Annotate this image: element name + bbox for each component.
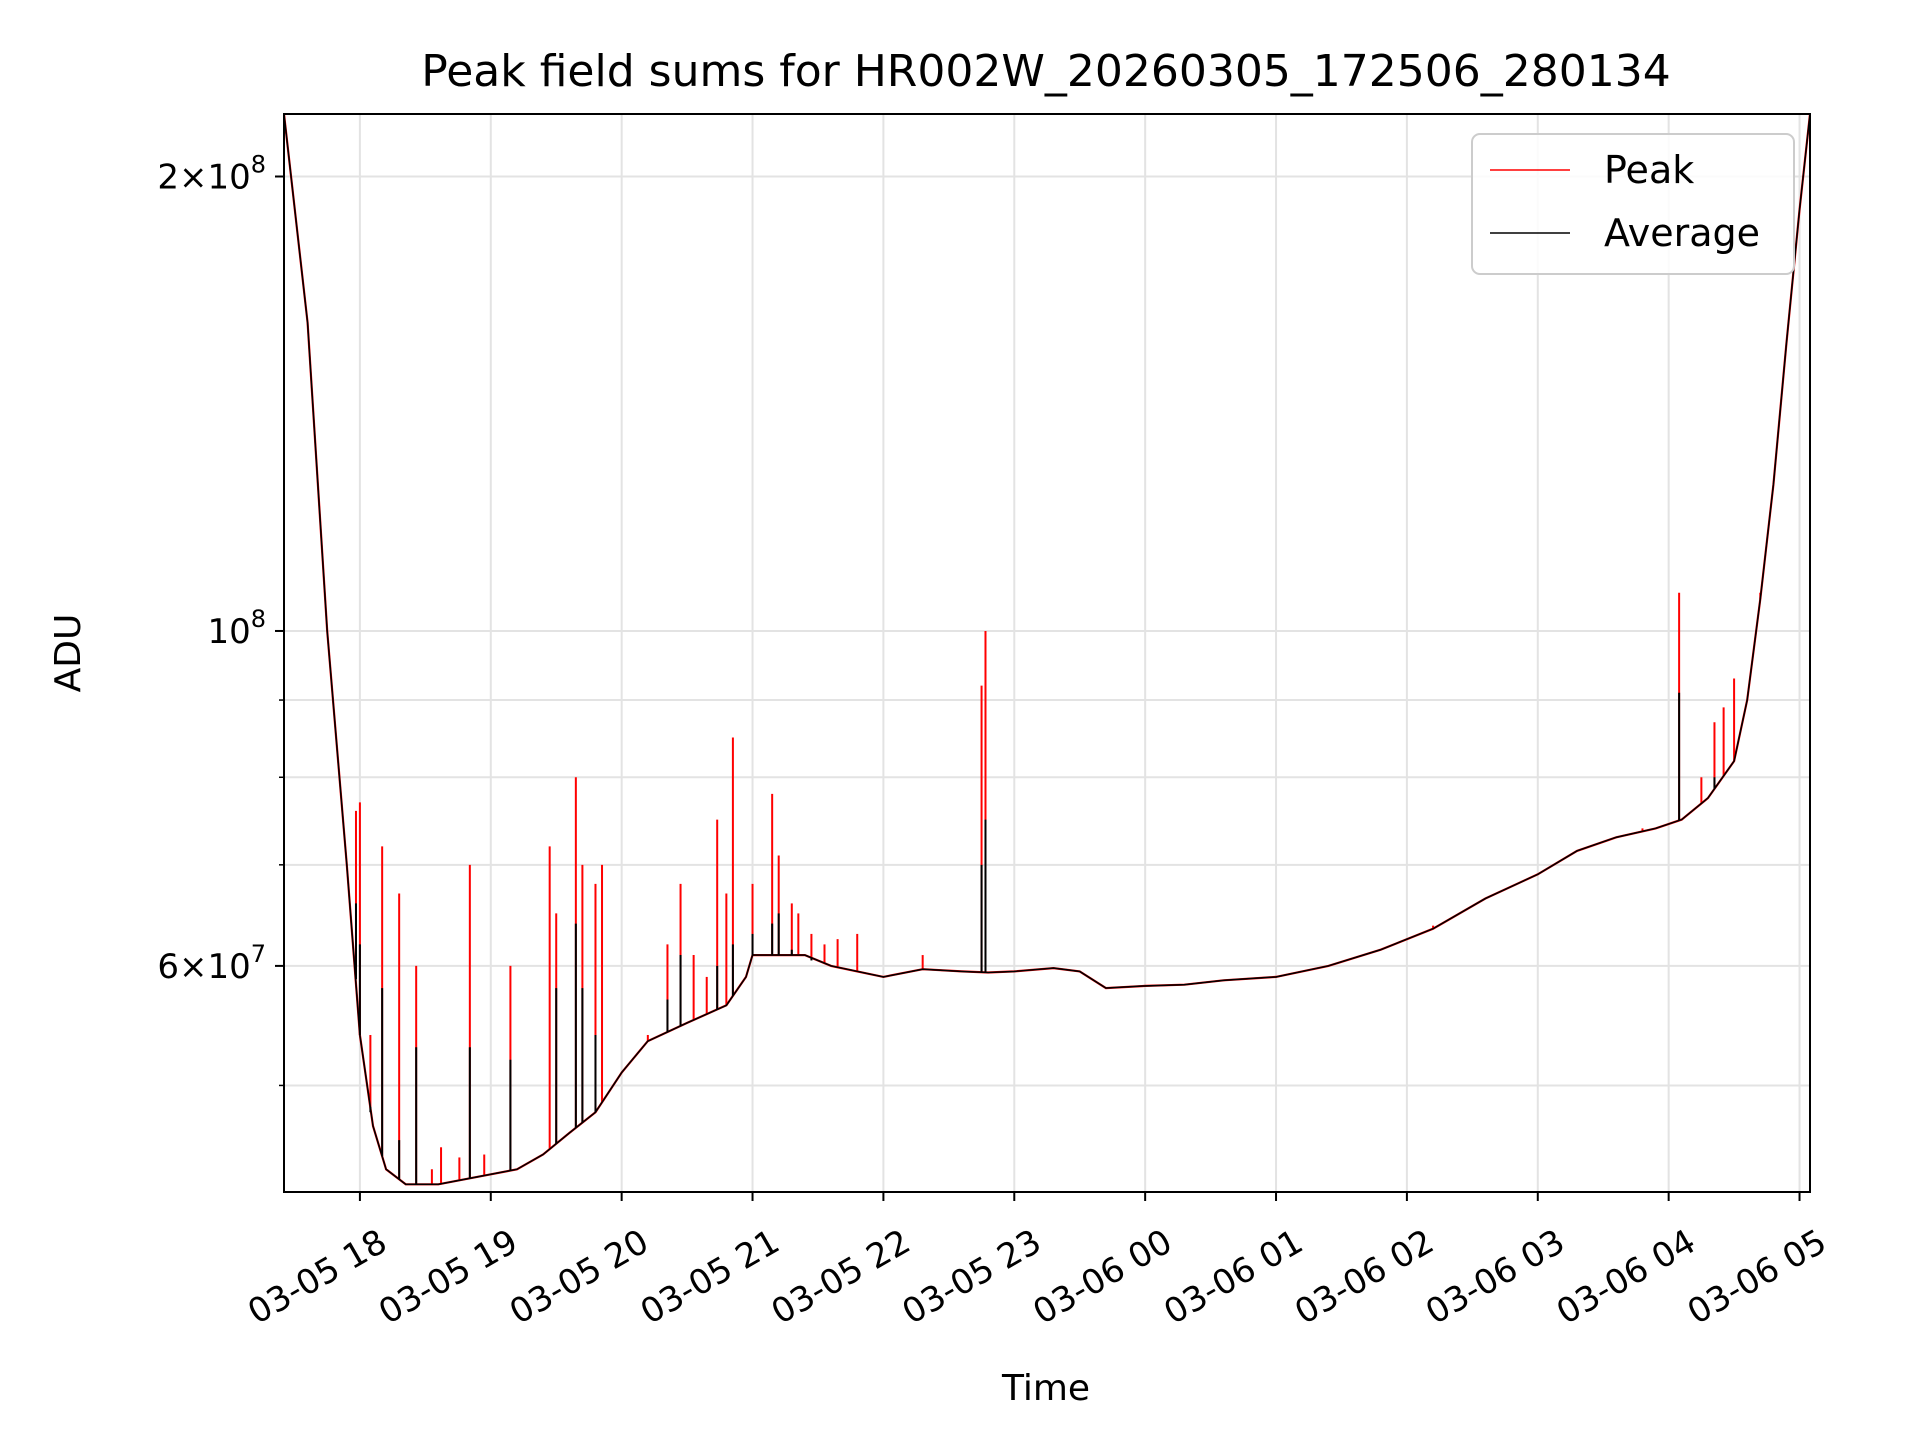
series-layer — [284, 114, 1810, 1186]
plot-frame — [283, 113, 1811, 1193]
series-average-line — [284, 114, 1810, 1186]
y-axis-label: ADU — [48, 614, 89, 693]
plot-area — [284, 114, 1810, 1186]
grid-lines — [284, 114, 1810, 1192]
x-axis-label: Time — [1001, 1368, 1090, 1409]
y-tick-exponent: 8 — [251, 605, 266, 633]
legend-label-peak: Peak — [1604, 148, 1694, 192]
chart-title: Peak field sums for HR002W_20260305_1725… — [421, 46, 1671, 97]
legend-box — [1471, 133, 1795, 275]
legend-label-average: Average — [1604, 211, 1760, 255]
y-tick-label: 6×107 — [157, 940, 266, 987]
y-tick-base: 6×10 — [157, 947, 250, 987]
y-tick-label: 2×108 — [157, 150, 266, 197]
y-tick-exponent: 7 — [251, 940, 266, 968]
y-tick-base: 10 — [207, 612, 250, 652]
y-tick-base: 2×10 — [157, 157, 250, 197]
y-tick-label: 108 — [207, 605, 266, 652]
y-tick-exponent: 8 — [251, 150, 266, 178]
legend: Peak Average — [1471, 133, 1795, 275]
